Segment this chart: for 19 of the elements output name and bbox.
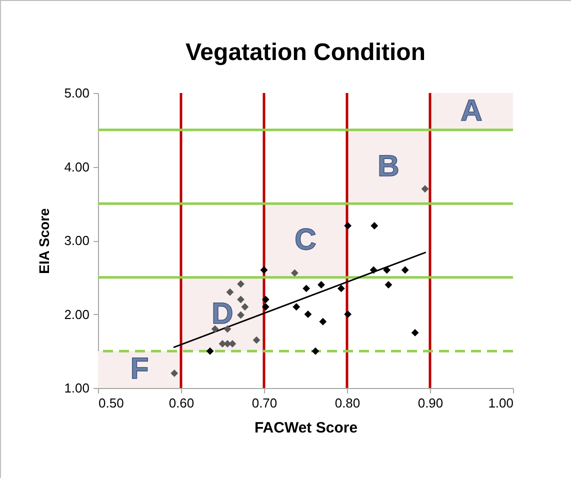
x-tick-label: 0.60 — [168, 396, 194, 410]
y-axis-title: EIA Score — [36, 208, 52, 274]
band-label: A — [460, 94, 482, 128]
band-label: F — [130, 352, 149, 386]
y-tick-label: 2.00 — [64, 306, 90, 322]
x-tick-label: 1.00 — [488, 396, 514, 410]
x-tick-label: 0.50 — [98, 396, 124, 410]
band-label: C — [294, 224, 316, 256]
x-tick-label: 0.70 — [252, 396, 278, 410]
band-label: B — [378, 150, 400, 183]
y-tick-label: 5.00 — [64, 86, 90, 100]
x-axis-title: FACWet Score — [254, 420, 358, 436]
x-tick-label: 0.90 — [418, 396, 444, 410]
band-label: D — [212, 297, 234, 330]
x-tick-label: 0.80 — [334, 396, 360, 410]
y-tick-label: 3.00 — [64, 233, 90, 248]
chart-title: Vegatation Condition — [186, 39, 426, 66]
y-tick-label: 4.00 — [64, 159, 90, 174]
y-tick-label: 1.00 — [64, 380, 90, 396]
